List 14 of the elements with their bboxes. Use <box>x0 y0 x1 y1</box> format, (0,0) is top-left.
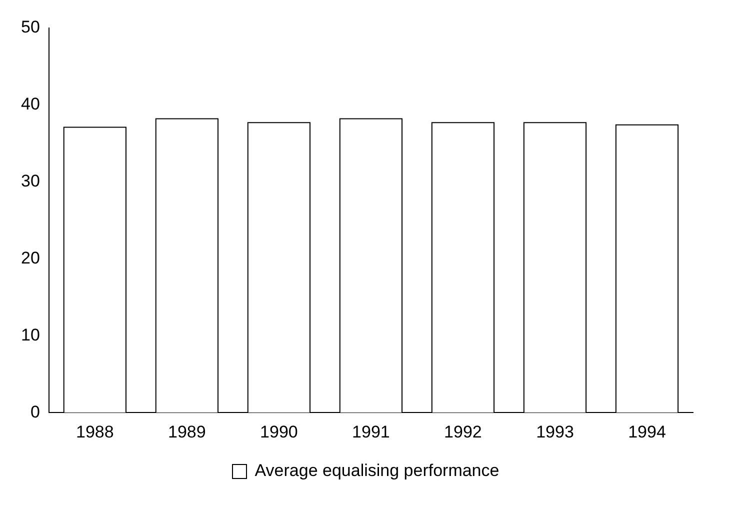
text: Average equalising performance <box>254 461 500 481</box>
x-tick-label: 1994 <box>628 422 666 442</box>
x-tick-label: 1989 <box>168 422 206 442</box>
y-tick-label: 20 <box>20 248 40 268</box>
x-tick-label: 1991 <box>352 422 390 442</box>
x-tick-label: 1988 <box>76 422 114 442</box>
y-tick-label: 40 <box>20 94 40 114</box>
y-tick-label: 10 <box>20 325 40 344</box>
y-tick-label: 0 <box>30 402 40 422</box>
x-tick-label: 1990 <box>260 422 298 442</box>
x-tick-label: 1993 <box>536 422 574 442</box>
x-tick-label: 1992 <box>444 422 482 442</box>
y-tick-label: 30 <box>20 172 40 191</box>
y-tick-label: 50 <box>20 18 40 37</box>
